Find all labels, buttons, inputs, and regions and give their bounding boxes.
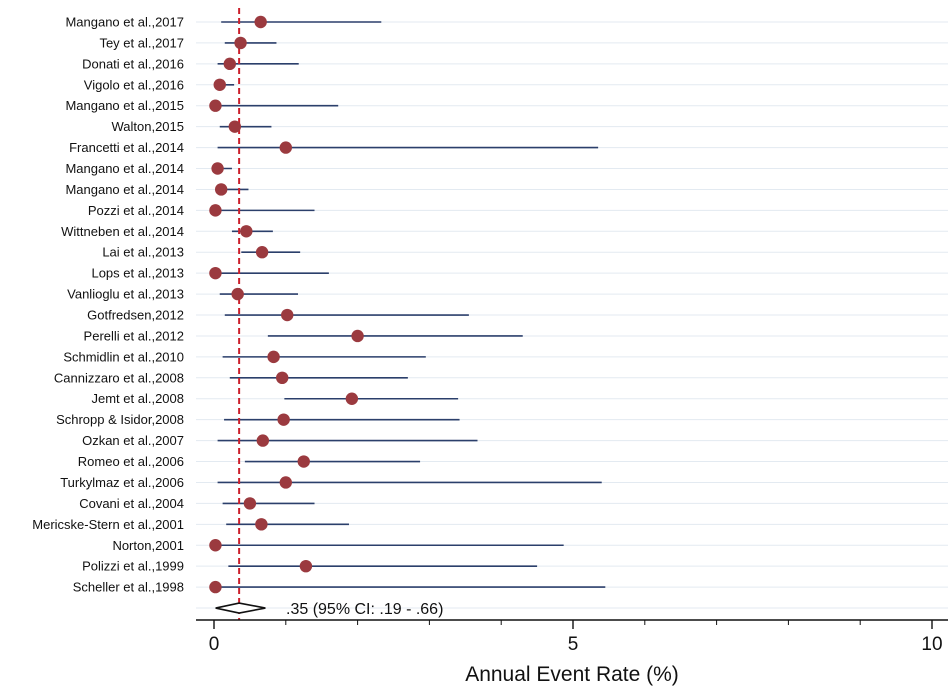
study-label: Covani et al.,2004 bbox=[79, 496, 184, 511]
study-label: Turkylmaz et al.,2006 bbox=[60, 475, 184, 490]
point-estimate bbox=[209, 99, 222, 112]
point-estimate bbox=[297, 455, 310, 468]
point-estimate bbox=[211, 162, 224, 175]
study-estimates bbox=[209, 15, 364, 594]
study-label: Lops et al.,2013 bbox=[91, 266, 184, 281]
pooled-diamond bbox=[215, 602, 266, 614]
pooled-estimate: .35 (95% CI: .19 - .66) bbox=[215, 601, 443, 618]
point-estimate bbox=[209, 539, 222, 552]
study-label: Schropp & Isidor,2008 bbox=[56, 412, 184, 427]
point-estimate bbox=[209, 266, 222, 280]
study-label: Tey et al.,2017 bbox=[99, 35, 184, 50]
point-estimate bbox=[223, 57, 236, 71]
study-label: Mangano et al.,2015 bbox=[65, 98, 184, 113]
study-label: Polizzi et al.,1999 bbox=[82, 559, 184, 574]
study-labels: Mangano et al.,2017 Tey et al.,2017 Donati… bbox=[32, 15, 184, 595]
point-estimate bbox=[255, 246, 269, 259]
confidence-intervals bbox=[214, 21, 606, 588]
study-label: Mangano et al.,2014 bbox=[65, 161, 184, 176]
point-estimate bbox=[231, 287, 244, 301]
point-estimate bbox=[256, 434, 270, 447]
study-label: Jemt et al.,2008 bbox=[92, 391, 185, 406]
study-label: Ozkan et al.,2007 bbox=[82, 433, 184, 448]
point-estimate bbox=[351, 329, 364, 343]
x-tick-label: 5 bbox=[568, 634, 579, 655]
study-label: Gotfredsen,2012 bbox=[87, 308, 184, 323]
point-estimate bbox=[276, 371, 289, 385]
gridlines bbox=[196, 21, 948, 609]
x-tick-label: 0 bbox=[209, 634, 220, 655]
x-axis: 0 5 10 bbox=[196, 619, 948, 655]
x-tick-label: 10 bbox=[921, 634, 942, 655]
study-label: Cannizzaro et al.,2008 bbox=[54, 370, 184, 385]
point-estimate bbox=[254, 15, 267, 29]
study-label: Mangano et al.,2014 bbox=[65, 182, 184, 197]
point-estimate bbox=[279, 476, 292, 489]
study-label: Scheller et al.,1998 bbox=[73, 580, 184, 595]
study-label: Mangano et al.,2017 bbox=[65, 15, 184, 30]
study-label: Vanlioglu et al.,2013 bbox=[67, 287, 184, 302]
study-label: Pozzi et al.,2014 bbox=[88, 203, 184, 218]
point-estimate bbox=[240, 225, 253, 238]
pooled-estimate-label: .35 (95% CI: .19 - .66) bbox=[286, 601, 443, 618]
point-estimate bbox=[255, 518, 268, 531]
point-estimate bbox=[228, 120, 242, 133]
point-estimate bbox=[277, 413, 290, 426]
study-label: Lai et al.,2013 bbox=[102, 245, 184, 260]
point-estimate bbox=[267, 350, 280, 364]
x-axis-title: Annual Event Rate (%) bbox=[465, 663, 679, 686]
point-estimate bbox=[281, 308, 294, 322]
study-label: Donati et al.,2016 bbox=[82, 56, 184, 71]
point-estimate bbox=[209, 580, 222, 594]
point-estimate bbox=[345, 392, 359, 405]
study-label: Wittneben et al.,2014 bbox=[61, 224, 184, 239]
study-label: Schmidlin et al.,2010 bbox=[63, 349, 184, 364]
study-label: Romeo et al.,2006 bbox=[78, 454, 184, 469]
point-estimate bbox=[214, 183, 228, 196]
point-estimate bbox=[234, 36, 247, 50]
point-estimate bbox=[209, 204, 222, 217]
study-label: Mericske-Stern et al.,2001 bbox=[32, 517, 184, 532]
point-estimate bbox=[213, 78, 226, 91]
study-label: Norton,2001 bbox=[112, 538, 184, 553]
point-estimate bbox=[299, 559, 313, 573]
study-label: Francetti et al.,2014 bbox=[69, 140, 184, 155]
point-estimate bbox=[243, 497, 257, 510]
study-label: Perelli et al.,2012 bbox=[84, 328, 184, 343]
point-estimate bbox=[279, 141, 292, 154]
study-label: Walton,2015 bbox=[111, 119, 184, 134]
study-label: Vigolo et al.,2016 bbox=[84, 77, 184, 92]
